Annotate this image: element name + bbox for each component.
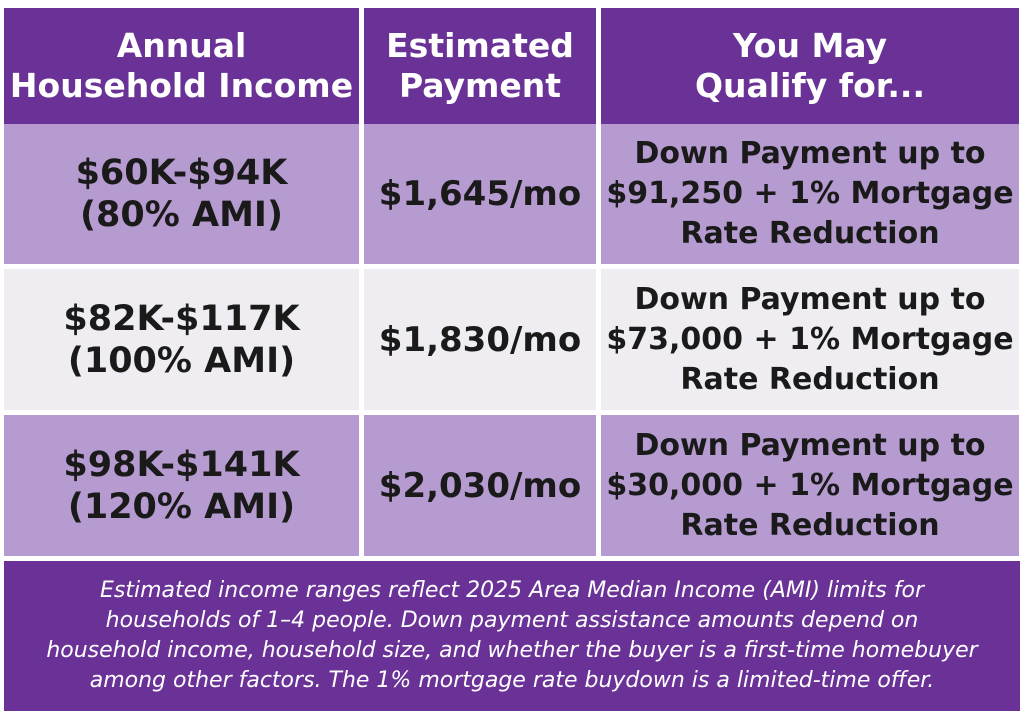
row-2-income: $82K-$117K (100% AMI) xyxy=(4,264,359,410)
row-1-payment: $1,645/mo xyxy=(364,124,596,264)
row-3-qualify: Down Payment up to $30,000 + 1% Mortgage… xyxy=(601,410,1019,556)
row-3-income: $98K-$141K (120% AMI) xyxy=(4,410,359,556)
row-2-qualify: Down Payment up to $73,000 + 1% Mortgage… xyxy=(601,264,1019,410)
income-table: Annual Household Income Estimated Paymen… xyxy=(4,8,1020,556)
header-estimated-payment: Estimated Payment xyxy=(364,8,596,124)
header-annual-household-income: Annual Household Income xyxy=(4,8,359,124)
row-1-income: $60K-$94K (80% AMI) xyxy=(4,124,359,264)
footnote: Estimated income ranges reflect 2025 Are… xyxy=(4,561,1020,711)
header-you-may-qualify: You May Qualify for... xyxy=(601,8,1019,124)
row-3-payment: $2,030/mo xyxy=(364,410,596,556)
row-1-qualify: Down Payment up to $91,250 + 1% Mortgage… xyxy=(601,124,1019,264)
row-2-payment: $1,830/mo xyxy=(364,264,596,410)
